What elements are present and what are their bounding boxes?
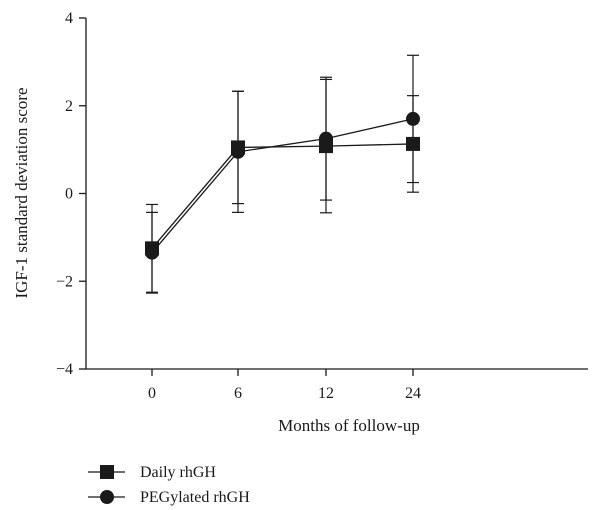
legend-square-marker: [100, 465, 114, 479]
data-point-circle: [319, 131, 333, 146]
legend-circle-marker: [100, 490, 114, 504]
legend-label: Daily rhGH: [140, 464, 216, 481]
x-ticks: 0 6 12 24: [148, 369, 421, 402]
y-tick-label: 0: [65, 186, 73, 203]
y-tick-label: 2: [65, 98, 73, 115]
y-axis-label: IGF-1 standard deviation score: [12, 87, 31, 298]
legend-label: PEGylated rhGH: [140, 489, 250, 506]
x-tick-label: 0: [148, 385, 156, 402]
series-line-pegylated-rhgh: [151, 118, 414, 254]
data-point-circle: [231, 144, 245, 159]
data-point-circle: [406, 111, 420, 126]
data-point-circle: [145, 245, 159, 260]
x-axis-label: Months of follow-up: [278, 416, 420, 435]
plot-area: [145, 54, 420, 294]
x-tick-label: 12: [318, 385, 334, 402]
data-point-square: [406, 136, 420, 151]
y-tick-label: −2: [56, 273, 73, 290]
y-tick-label: −4: [56, 361, 73, 378]
y-tick-label: 4: [65, 10, 73, 27]
y-ticks: 4 2 0 −2 −4: [56, 10, 86, 378]
x-tick-label: 24: [405, 385, 421, 402]
legend: Daily rhGH PEGylated rhGH: [88, 464, 250, 506]
series-line-daily-rhgh: [151, 143, 414, 249]
axes: [85, 18, 588, 370]
x-tick-label: 6: [234, 385, 242, 402]
